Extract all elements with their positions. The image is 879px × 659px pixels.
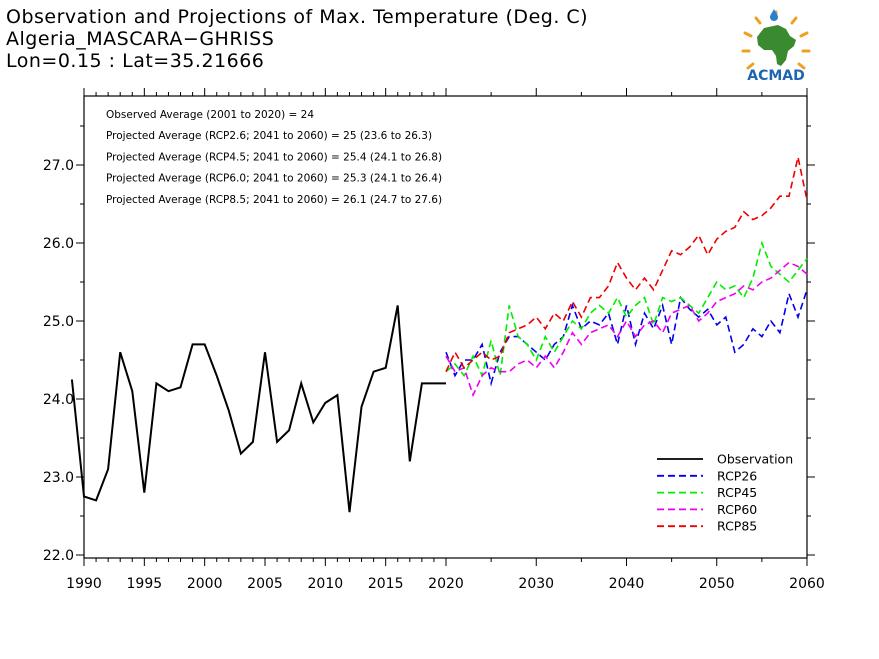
annotation-line: Projected Average (RCP6.0; 2041 to 2060)… (106, 173, 442, 185)
acmad-logo: ACMAD (741, 9, 811, 84)
chart-title: Observation and Projections of Max. Temp… (6, 6, 589, 28)
x-tick-label: 2000 (187, 576, 223, 592)
x-tick-label: 1990 (66, 576, 102, 592)
y-axis-ticks: 22.0 23.0 24.0 25.0 26.0 27.0 (43, 125, 815, 564)
x-tick-label: 2005 (247, 576, 283, 592)
annotation-line: Observed Average (2001 to 2020) = 24 (106, 109, 314, 121)
y-tick-label: 25.0 (43, 314, 74, 330)
series-line-observation (70, 305, 446, 513)
x-tick-label: 2040 (609, 576, 645, 592)
logo-text: ACMAD (747, 68, 805, 84)
plot-frame (83, 95, 808, 559)
station-coordinates: Lon=0.15 : Lat=35.21666 (6, 50, 265, 72)
series-line-rcp60 (445, 261, 808, 398)
legend-label-rcp26: RCP26 (717, 468, 757, 483)
title-block: Observation and Projections of Max. Temp… (6, 6, 588, 72)
x-tick-label: 2010 (308, 576, 344, 592)
annotation-line: Projected Average (RCP2.6; 2041 to 2060)… (106, 130, 432, 142)
legend-label-rcp60: RCP60 (717, 502, 757, 517)
x-tick-label: 2060 (789, 576, 825, 592)
y-tick-label: 22.0 (43, 548, 74, 564)
series-lines (70, 157, 808, 513)
x-tick-label: 2020 (428, 576, 464, 592)
x-tick-label: 2050 (699, 576, 735, 592)
station-name: Algeria_MASCARA−GHRISS (6, 28, 275, 50)
annotation-line: Projected Average (RCP8.5; 2041 to 2060)… (106, 194, 442, 206)
x-axis-ticks: 1990 1995 2000 2005 2010 2015 2020 2030 2040 2050… (66, 88, 825, 592)
annotation-line: Projected Average (RCP4.5; 2041 to 2060)… (106, 151, 442, 163)
x-tick-label: 1995 (127, 576, 163, 592)
africa-map-icon (757, 25, 796, 66)
legend-label-observation: Observation (717, 452, 793, 467)
y-tick-label: 27.0 (43, 158, 74, 174)
y-tick-label: 26.0 (43, 236, 74, 252)
annotations: Observed Average (2001 to 2020) = 24 Proj… (106, 109, 442, 206)
y-tick-label: 24.0 (43, 392, 74, 408)
legend-label-rcp45: RCP45 (717, 485, 757, 500)
series-line-rcp85 (445, 157, 808, 373)
water-drop-icon (770, 9, 778, 21)
x-tick-label: 2030 (518, 576, 554, 592)
series-line-rcp45 (445, 240, 808, 378)
x-tick-label: 2015 (368, 576, 404, 592)
legend-label-rcp85: RCP85 (717, 519, 757, 534)
y-tick-label: 23.0 (43, 470, 74, 486)
